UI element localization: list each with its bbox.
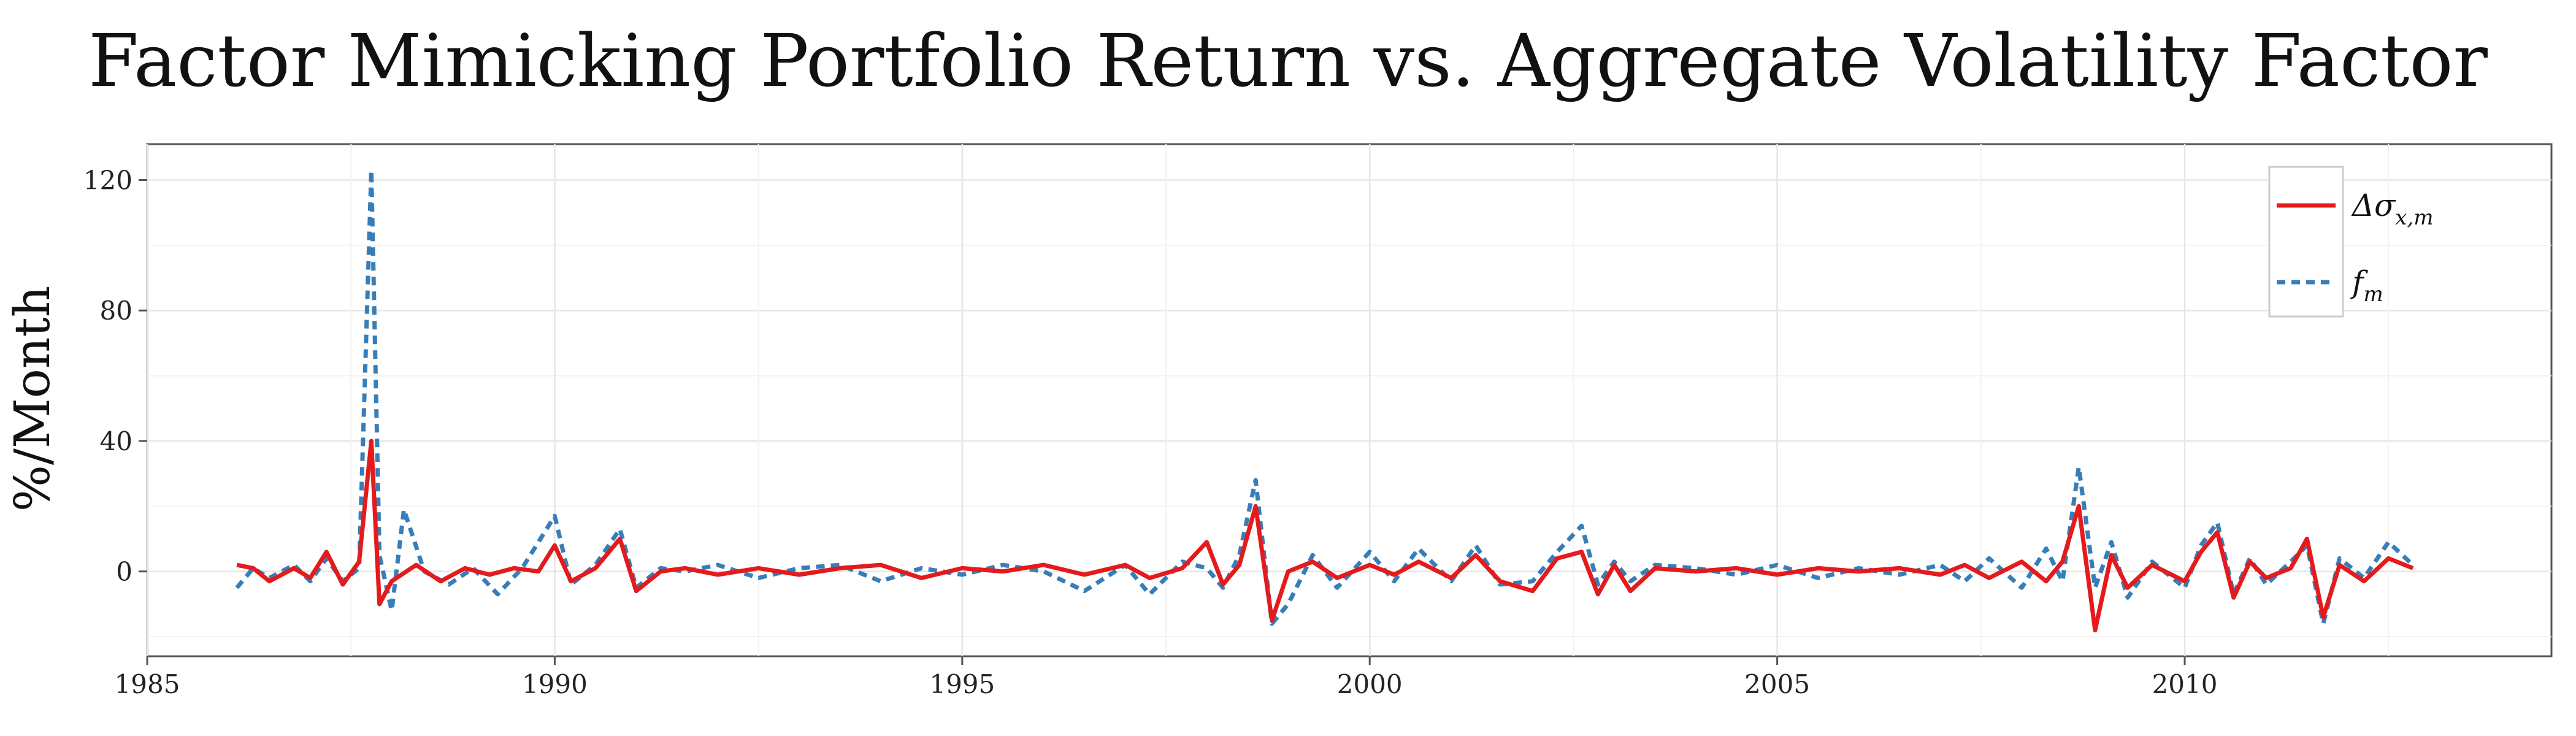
legend-label-fm: fm — [2350, 264, 2383, 307]
legend-box — [2268, 166, 2344, 318]
x-tick-label: 2010 — [2152, 669, 2218, 699]
y-tick-label: 40 — [100, 426, 132, 456]
chart-title: Factor Mimicking Portfolio Return vs. Ag… — [88, 18, 2488, 103]
y-tick-label: 0 — [116, 557, 132, 587]
axes: 0 40 80 120 1985 1990 1995 2000 2005 2010 — [83, 166, 2218, 699]
y-axis-label: %/Month — [4, 286, 61, 512]
x-tick-label: 1995 — [929, 669, 995, 699]
x-tick-label: 2005 — [1744, 669, 1810, 699]
series-line-sigma — [236, 439, 2414, 632]
series-layer — [235, 168, 2415, 632]
plot-area — [146, 143, 2553, 657]
y-tick-label: 80 — [100, 296, 132, 326]
x-tick-label: 1990 — [522, 669, 588, 699]
x-tick-label: 1985 — [115, 669, 180, 699]
x-tick-label: 2000 — [1337, 669, 1403, 699]
legend: Δσx,m fm — [2268, 166, 2433, 318]
y-tick-label: 120 — [83, 166, 132, 196]
